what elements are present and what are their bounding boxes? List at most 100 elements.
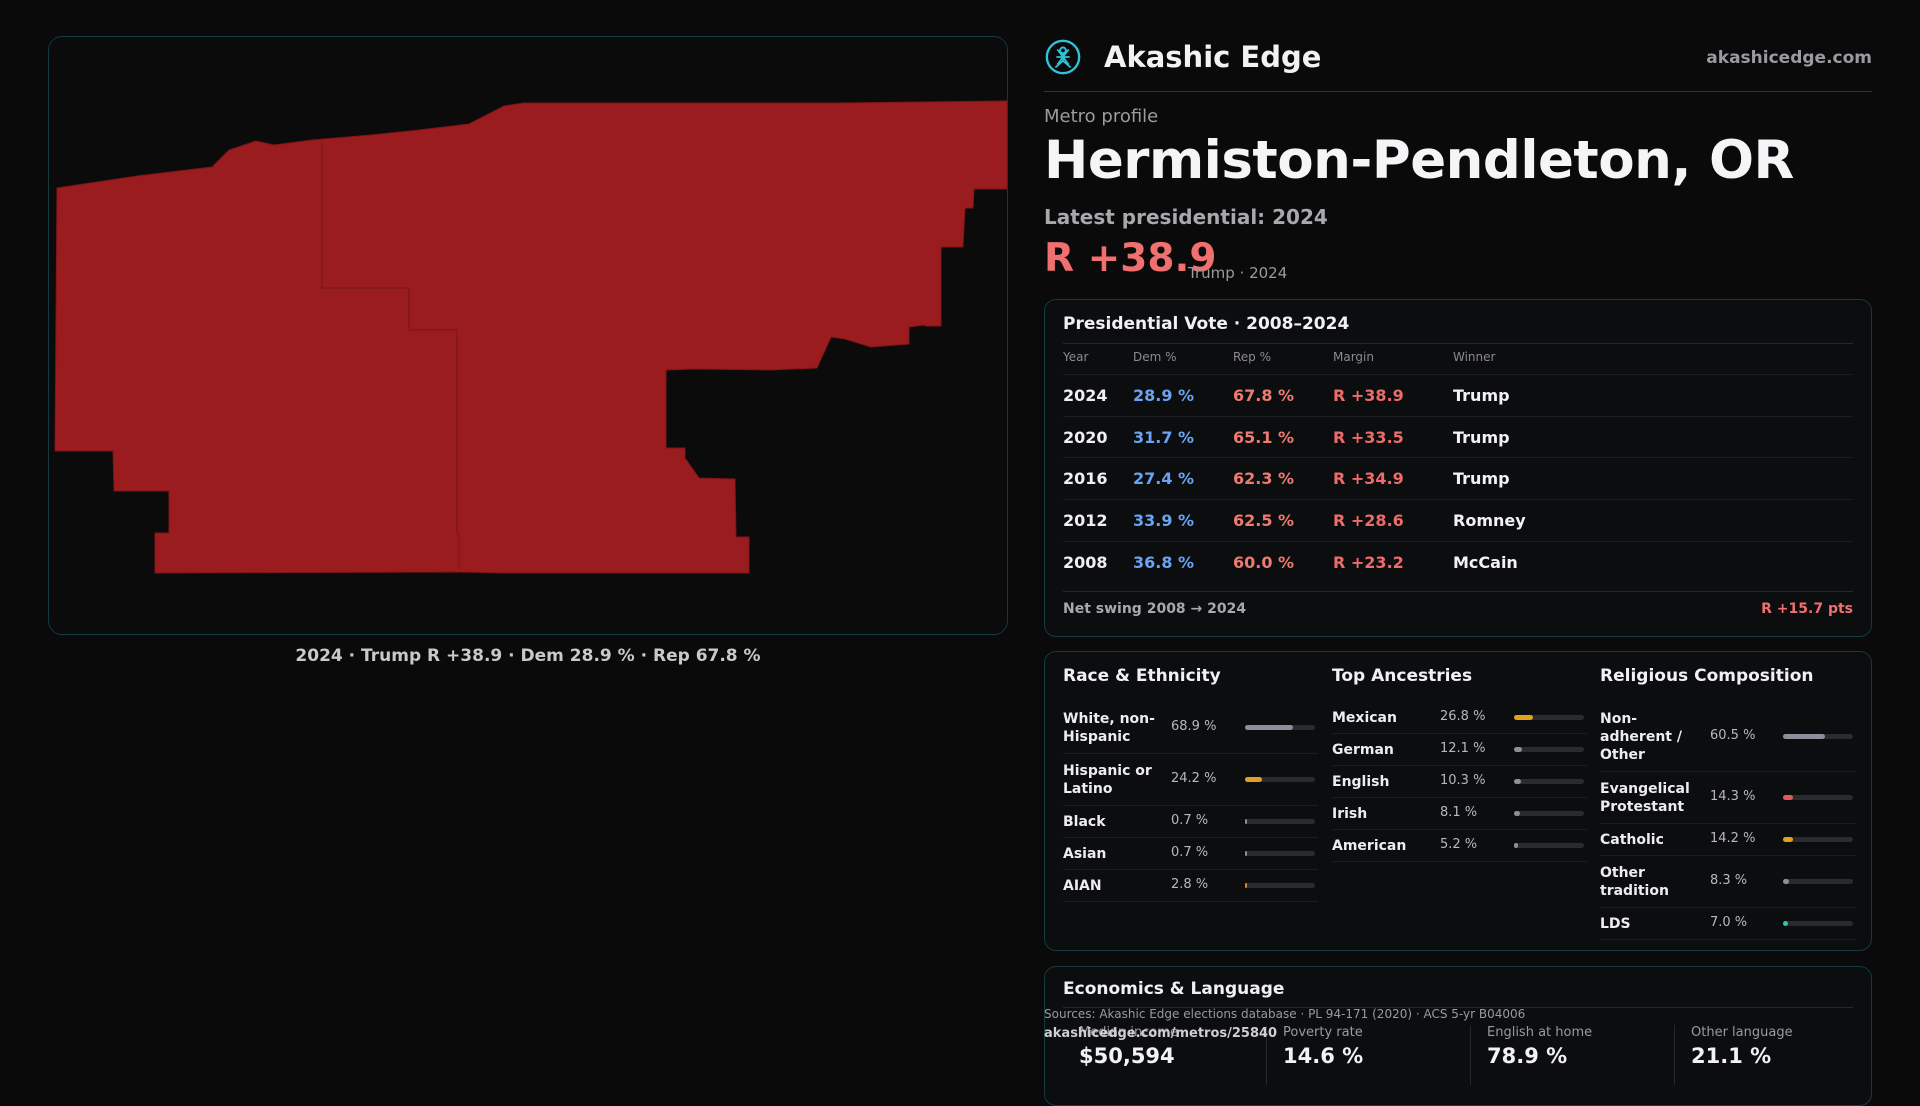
county-morrow[interactable]: [54, 100, 1007, 574]
list-item: Irish 8.1 %: [1332, 798, 1587, 830]
cell-dem: 36.8 %: [1133, 553, 1195, 572]
item-value: 0.7 %: [1171, 845, 1209, 860]
latest-margin-note: Trump · 2024: [1188, 264, 1288, 282]
item-value: 12.1 %: [1440, 741, 1486, 756]
race-ethnicity-section: Race & Ethnicity White, non-Hispanic 68.9…: [1063, 666, 1318, 902]
header-rep: Rep %: [1233, 350, 1272, 364]
list-item: Black 0.7 %: [1063, 806, 1318, 838]
county-border-line: [321, 143, 460, 570]
item-label: Hispanic or Latino: [1063, 763, 1152, 797]
list-item: Hispanic or Latino 24.2 %: [1063, 754, 1318, 806]
race-section-title: Race & Ethnicity: [1063, 666, 1221, 686]
cell-margin: R +28.6: [1333, 511, 1404, 530]
header-margin: Margin: [1333, 350, 1374, 364]
list-item: Asian 0.7 %: [1063, 838, 1318, 870]
share-bar-fill: [1245, 819, 1247, 824]
share-bar-track: [1514, 747, 1584, 752]
share-bar-track: [1514, 779, 1584, 784]
stat-label: Poverty rate: [1283, 1025, 1363, 1040]
stat-median-income: Median income $50,594: [1079, 1025, 1269, 1095]
share-bar-fill: [1514, 715, 1533, 720]
item-value: 14.3 %: [1710, 789, 1756, 804]
share-bar-track: [1514, 715, 1584, 720]
stat-value: 14.6 %: [1283, 1044, 1364, 1068]
cell-margin: R +34.9: [1333, 469, 1404, 488]
latest-presidential-label: Latest presidential: 2024: [1044, 205, 1328, 229]
item-value: 7.0 %: [1710, 915, 1748, 930]
cell-winner: Trump: [1453, 386, 1510, 405]
net-swing-label: Net swing 2008 → 2024: [1063, 601, 1247, 617]
cell-dem: 28.9 %: [1133, 386, 1195, 405]
ancestries-section: Top Ancestries Mexican 26.8 % German 12.1 %…: [1332, 666, 1587, 862]
map-caption: 2024 · Trump R +38.9 · Dem 28.9 % · Rep …: [295, 646, 761, 666]
list-item: Other tradition 8.3 %: [1600, 856, 1855, 908]
vote-table-header: Year Dem % Rep % Margin Winner: [1063, 350, 1853, 374]
item-label: Catholic: [1600, 832, 1664, 848]
divider: [1063, 343, 1853, 344]
cell-winner: Romney: [1453, 511, 1526, 530]
county-shapes: [54, 100, 1007, 574]
stat-other-language: Other language 21.1 %: [1691, 1025, 1881, 1095]
divider: [1674, 1025, 1675, 1085]
item-value: 0.7 %: [1171, 813, 1209, 828]
table-row: 2020 31.7 % 65.1 % R +33.5 Trump: [1063, 416, 1853, 458]
item-value: 14.2 %: [1710, 831, 1756, 846]
item-value: 2.8 %: [1171, 877, 1209, 892]
item-label: Asian: [1063, 846, 1107, 862]
sources-note: Sources: Akashic Edge elections database…: [1044, 1007, 1526, 1021]
brand-url-link[interactable]: akashicedge.com: [1706, 48, 1872, 68]
share-bar-track: [1783, 879, 1853, 884]
item-label: Irish: [1332, 806, 1368, 822]
item-value: 24.2 %: [1171, 771, 1217, 786]
share-bar-track: [1245, 883, 1315, 888]
brand-name[interactable]: Akashic Edge: [1104, 40, 1322, 74]
share-bar-fill: [1783, 879, 1789, 884]
cell-rep: 60.0 %: [1233, 553, 1295, 572]
stat-label: Median income: [1079, 1025, 1179, 1040]
metro-map[interactable]: [48, 36, 1008, 635]
table-row: 2008 36.8 % 60.0 % R +23.2 McCain: [1063, 541, 1853, 583]
share-bar-track: [1783, 734, 1853, 739]
list-item: Catholic 14.2 %: [1600, 824, 1855, 856]
share-bar-fill: [1783, 837, 1793, 842]
cell-dem: 27.4 %: [1133, 469, 1195, 488]
share-bar-fill: [1514, 779, 1521, 784]
share-bar-track: [1245, 777, 1315, 782]
list-item: AIAN 2.8 %: [1063, 870, 1318, 902]
share-bar-fill: [1783, 795, 1793, 800]
list-item: Mexican 26.8 %: [1332, 702, 1587, 734]
share-bar-fill: [1514, 843, 1518, 848]
ancestry-section-title: Top Ancestries: [1332, 666, 1473, 686]
latest-margin-value: R +38.9: [1044, 236, 1217, 281]
permalink-url[interactable]: akashicedge.com/metros/25840: [1044, 1026, 1278, 1041]
cell-winner: Trump: [1453, 469, 1510, 488]
cell-year: 2024: [1063, 386, 1108, 405]
brand-bar: Akashic Edge akashicedge.com: [1044, 36, 1872, 92]
item-label: LDS: [1600, 916, 1631, 932]
item-value: 8.3 %: [1710, 873, 1748, 888]
item-label: Black: [1063, 814, 1106, 830]
akashic-logo-icon[interactable]: [1044, 38, 1082, 76]
divider: [1063, 1007, 1853, 1008]
economics-card-title: Economics & Language: [1063, 979, 1285, 999]
cell-year: 2020: [1063, 428, 1108, 447]
stat-poverty-rate: Poverty rate 14.6 %: [1283, 1025, 1473, 1095]
page-title: Hermiston-Pendleton, OR: [1044, 130, 1794, 191]
item-label: AIAN: [1063, 878, 1102, 894]
list-item: Evangelical Protestant 14.3 %: [1600, 772, 1855, 824]
share-bar-fill: [1514, 811, 1520, 816]
share-bar-track: [1514, 843, 1584, 848]
share-bar-fill: [1514, 747, 1522, 752]
header-winner: Winner: [1453, 350, 1496, 364]
table-row: 2024 28.9 % 67.8 % R +38.9 Trump: [1063, 374, 1853, 416]
item-value: 68.9 %: [1171, 719, 1217, 734]
item-label: Non-adherent / Other: [1600, 711, 1682, 763]
item-label: White, non-Hispanic: [1063, 711, 1155, 745]
cell-winner: Trump: [1453, 428, 1510, 447]
cell-rep: 62.3 %: [1233, 469, 1295, 488]
table-row: 2012 33.9 % 62.5 % R +28.6 Romney: [1063, 499, 1853, 541]
stat-value: 21.1 %: [1691, 1044, 1772, 1068]
cell-dem: 33.9 %: [1133, 511, 1195, 530]
cell-year: 2008: [1063, 553, 1108, 572]
item-label: Evangelical Protestant: [1600, 781, 1690, 815]
